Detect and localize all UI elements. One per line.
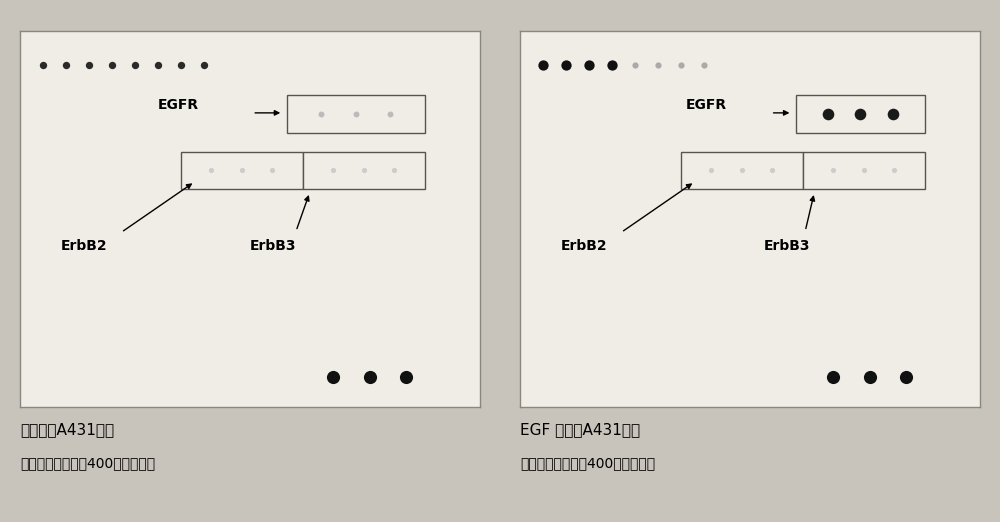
Bar: [803, 151, 925, 189]
Point: [885, 110, 901, 118]
Point: [362, 373, 378, 381]
Point: [58, 61, 74, 69]
Point: [856, 166, 872, 174]
Point: [852, 110, 868, 118]
Point: [734, 166, 750, 174]
Point: [313, 110, 329, 118]
Point: [650, 61, 666, 69]
Point: [104, 61, 120, 69]
Bar: [303, 151, 425, 189]
Point: [348, 110, 364, 118]
Bar: [796, 95, 925, 133]
Point: [862, 373, 878, 381]
Point: [696, 61, 712, 69]
Text: EGF 处理的A431细胞: EGF 处理的A431细胞: [520, 422, 640, 437]
Point: [386, 166, 402, 174]
Point: [356, 166, 372, 174]
Point: [234, 166, 250, 174]
Point: [673, 61, 689, 69]
Point: [558, 61, 574, 69]
Text: EGFR: EGFR: [158, 98, 199, 112]
Text: ErbB3: ErbB3: [250, 239, 296, 253]
Text: ErbB3: ErbB3: [764, 239, 810, 253]
Point: [325, 166, 341, 174]
Point: [535, 61, 551, 69]
Point: [127, 61, 143, 69]
Text: EGFR: EGFR: [686, 98, 727, 112]
Point: [581, 61, 597, 69]
Point: [627, 61, 643, 69]
Point: [264, 166, 280, 174]
Point: [382, 110, 398, 118]
Point: [820, 110, 836, 118]
Point: [81, 61, 97, 69]
Point: [196, 61, 212, 69]
Point: [764, 166, 780, 174]
Point: [825, 166, 841, 174]
Bar: [181, 151, 303, 189]
Point: [173, 61, 189, 69]
Text: 细胞裂解液浓度：400微克每毫升: 细胞裂解液浓度：400微克每毫升: [520, 456, 655, 470]
Bar: [681, 151, 803, 189]
Text: ErbB2: ErbB2: [61, 239, 108, 253]
Point: [150, 61, 166, 69]
Bar: [287, 95, 425, 133]
Point: [203, 166, 219, 174]
Point: [604, 61, 620, 69]
Point: [35, 61, 51, 69]
Point: [325, 373, 341, 381]
Text: ErbB2: ErbB2: [561, 239, 608, 253]
Point: [398, 373, 414, 381]
Point: [886, 166, 902, 174]
Text: 细胞裂解液浓度：400微克每毫升: 细胞裂解液浓度：400微克每毫升: [20, 456, 155, 470]
Point: [898, 373, 914, 381]
Point: [703, 166, 719, 174]
Text: 未处理的A431细胞: 未处理的A431细胞: [20, 422, 114, 437]
Point: [825, 373, 841, 381]
